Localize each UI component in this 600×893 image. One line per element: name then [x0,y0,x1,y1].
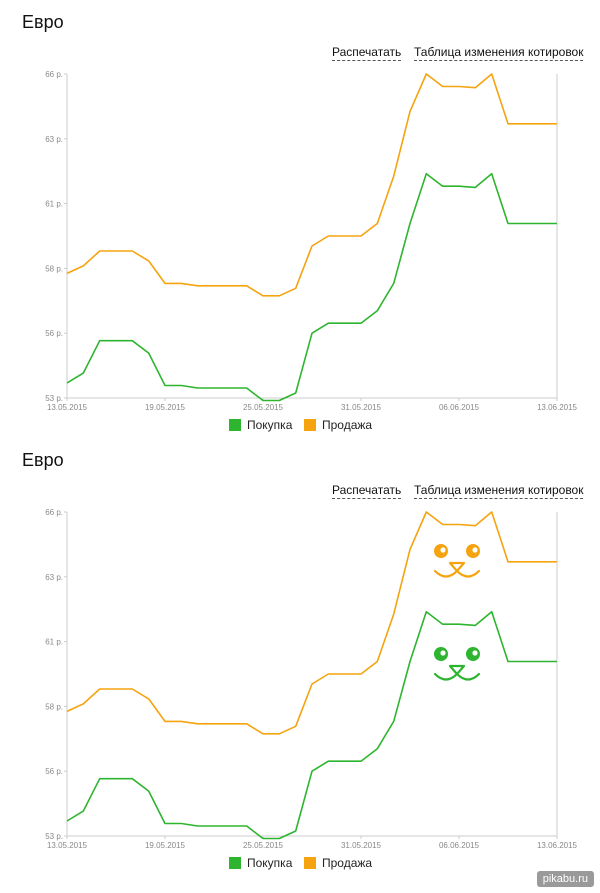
x-tick-label: 25.05.2015 [243,403,284,412]
legend-item-buy[interactable]: Покупка [229,856,292,870]
cat-eye-left-shine [440,547,446,553]
watermark: pikabu.ru [536,871,594,887]
legend-swatch-buy [229,857,241,869]
print-link[interactable]: Распечатать [332,483,402,499]
line-chart: 53 р. 56 р. 58 р. 61 р. 63 р. 66 р. 13.05.2015… [45,70,578,412]
panel-title: Евро [22,12,64,32]
y-tick-label: 66 р. [45,508,63,517]
x-tick-label: 13.06.2015 [537,403,578,412]
legend-label-buy: Покупка [247,418,293,432]
x-tick-label: 19.05.2015 [145,403,186,412]
legend-item-buy[interactable]: Покупка [229,418,292,432]
panel-title: Евро [22,450,64,470]
y-tick-label: 66 р. [45,70,63,79]
legend-swatch-sell [304,419,316,431]
series-line-buy [66,172,557,402]
series-line-buy [66,610,557,840]
legend-swatch-sell [304,857,316,869]
cat-nose [448,561,466,573]
x-tick-label: 13.06.2015 [537,841,578,850]
legend-label-sell: Продажа [322,856,373,870]
cat-face-orange-icon [433,544,481,578]
series-line-sell [66,73,557,297]
cat-eye-right-shine [472,547,478,553]
x-tick-label: 25.05.2015 [243,841,284,850]
cat-mouth [433,672,481,681]
y-tick-label: 53 р. [45,394,63,403]
x-tick-label: 19.05.2015 [145,841,186,850]
y-tick-label: 63 р. [45,135,63,144]
legend-swatch-buy [229,419,241,431]
line-chart: 53 р. 56 р. 58 р. 61 р. 63 р. 66 р. 13.05.2015… [45,508,578,850]
legend-item-sell[interactable]: Продажа [304,418,372,432]
chart-panel-1: Евро Распечатать Таблица изменения котир… [0,0,600,440]
x-tick-label: 13.05.2015 [47,403,88,412]
series-line-sell [66,511,557,735]
cat-eye-right-shine [472,650,478,656]
y-tick-label: 58 р. [45,702,63,711]
y-tick-label: 56 р. [45,329,63,338]
y-tick-label: 58 р. [45,264,63,273]
print-link[interactable]: Распечатать [332,45,402,61]
x-tick-label: 06.06.2015 [439,403,480,412]
y-tick-label: 61 р. [45,200,63,209]
cat-eye-left-shine [440,650,446,656]
cat-face-green-icon [433,647,481,681]
legend-label-sell: Продажа [322,418,373,432]
cat-mouth [433,569,481,578]
y-tick-label: 56 р. [45,767,63,776]
legend-item-sell[interactable]: Продажа [304,856,372,870]
x-tick-label: 06.06.2015 [439,841,480,850]
x-tick-label: 31.05.2015 [341,841,382,850]
chart-panel-2: Евро Распечатать Таблица изменения котир… [0,438,600,878]
y-tick-label: 53 р. [45,832,63,841]
cat-nose [448,664,466,676]
x-tick-label: 13.05.2015 [47,841,88,850]
rates-table-link[interactable]: Таблица изменения котировок [414,483,584,499]
legend-label-buy: Покупка [247,856,293,870]
y-tick-label: 63 р. [45,573,63,582]
y-tick-label: 61 р. [45,638,63,647]
x-tick-label: 31.05.2015 [341,403,382,412]
rates-table-link[interactable]: Таблица изменения котировок [414,45,584,61]
